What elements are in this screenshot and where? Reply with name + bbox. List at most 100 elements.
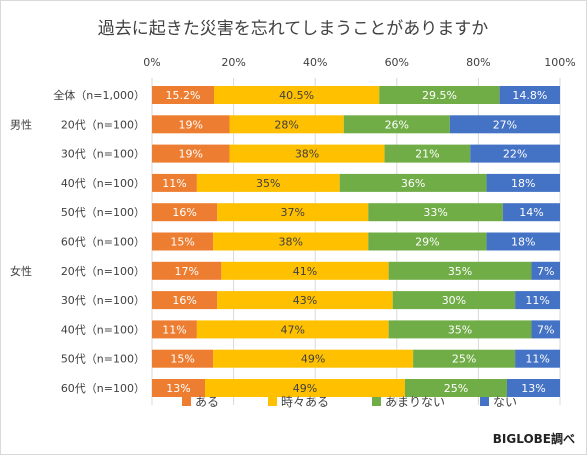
bar-segment (404, 379, 507, 397)
category-label: 50代（n=100） (61, 206, 145, 219)
legend: ある 時々ある あまりない ない (182, 395, 517, 409)
data-label: 27% (493, 118, 517, 131)
x-tick-label: 60% (385, 56, 409, 69)
data-label: 11% (162, 323, 186, 336)
legend-swatch (268, 397, 277, 406)
data-label: 36% (401, 177, 425, 190)
data-label: 35% (256, 177, 280, 190)
bar-segment (229, 115, 344, 134)
category-label: 40代（n=100） (61, 323, 145, 336)
bars: 15.2% 40.5% 29.5% 14.8% 19% 28% 26% 27% 19% 38% 21… (152, 86, 560, 397)
bar-segment (413, 349, 516, 368)
legend-label: あまりない (385, 395, 445, 409)
bar-segment (214, 86, 380, 104)
bar-segment (486, 232, 560, 251)
data-label: 14.8% (512, 89, 547, 102)
data-label: 37% (281, 206, 305, 219)
data-label: 16% (172, 206, 196, 219)
data-label: 11% (525, 353, 549, 366)
bar-segment (499, 86, 560, 104)
data-label: 7% (537, 323, 554, 336)
data-label: 22% (503, 148, 527, 161)
bar-segment (531, 320, 560, 339)
bar-segment (502, 203, 560, 222)
bar-segment (217, 291, 393, 310)
data-label: 25% (452, 353, 476, 366)
category-label: 20代（n=100） (61, 265, 145, 278)
data-label: 38% (278, 236, 302, 249)
legend-label: ある (195, 395, 219, 409)
data-label: 41% (293, 265, 317, 278)
category-label: 60代（n=100） (61, 236, 145, 249)
group-label: 男性 (10, 117, 32, 131)
bar-segment (388, 320, 532, 339)
category-label: 30代（n=100） (61, 294, 145, 307)
x-tick-label: 80% (466, 56, 490, 69)
bar-segment (368, 203, 503, 222)
data-label: 14% (519, 206, 543, 219)
data-label: 15.2% (166, 89, 201, 102)
bar-segment (221, 261, 389, 280)
bar-segment (384, 144, 471, 163)
data-label: 18% (511, 236, 535, 249)
bar-segment (531, 261, 560, 280)
data-label: 38% (295, 148, 319, 161)
bar-segment (515, 349, 560, 368)
data-label: 13% (166, 382, 190, 395)
category-label: 全体（n=1,000） (53, 88, 145, 102)
bar-segment (379, 86, 500, 104)
category-label: 40代（n=100） (61, 177, 145, 190)
bar-segment (152, 291, 218, 310)
data-label: 19% (179, 148, 203, 161)
data-label: 28% (274, 118, 298, 131)
bar-segment (152, 261, 222, 280)
data-label: 49% (301, 353, 325, 366)
category-label: 30代（n=100） (61, 148, 145, 161)
bar-segment (515, 291, 560, 310)
group-label: 女性 (10, 264, 32, 278)
bar-segment (152, 379, 206, 397)
data-label: 26% (385, 118, 409, 131)
bar-segment (152, 86, 215, 104)
chart-title: 過去に起きた災害を忘れてしまうことがありますか (98, 19, 489, 39)
data-label: 30% (442, 294, 466, 307)
data-label: 18% (511, 177, 535, 190)
data-label: 29% (415, 236, 439, 249)
data-label: 35% (448, 323, 472, 336)
bar-segment (152, 173, 197, 192)
data-label: 25% (444, 382, 468, 395)
bar-segment (486, 173, 560, 192)
data-label: 15% (170, 236, 194, 249)
data-label: 11% (525, 294, 549, 307)
data-label: 17% (174, 265, 198, 278)
bar-segment (470, 144, 560, 163)
data-label: 33% (423, 206, 447, 219)
bar-segment (152, 115, 230, 134)
bar-segment (152, 203, 218, 222)
data-label: 16% (172, 294, 196, 307)
category-label: 60代（n=100） (61, 382, 145, 395)
x-tick-label: 40% (303, 56, 327, 69)
bar-segment (449, 115, 560, 134)
data-label: 15% (170, 353, 194, 366)
x-tick-label: 20% (221, 56, 245, 69)
legend-swatch (372, 397, 381, 406)
bar-segment (392, 291, 516, 310)
bar-segment (368, 232, 487, 251)
category-labels: 全体（n=1,000） 20代（n=100） 男性 30代（n=100） 40代（n=1… (10, 88, 145, 395)
data-label: 47% (281, 323, 305, 336)
bar-segment (152, 232, 214, 251)
bar-segment (229, 144, 385, 163)
data-label: 19% (179, 118, 203, 131)
bar-segment (506, 379, 560, 397)
data-label: 35% (448, 265, 472, 278)
data-label: 21% (415, 148, 439, 161)
legend-label: ない (493, 395, 517, 409)
data-label: 11% (162, 177, 186, 190)
bar-segment (339, 173, 487, 192)
x-tick-label: 0% (143, 56, 160, 69)
bar-segment (196, 173, 340, 192)
bar-segment (388, 261, 532, 280)
category-label: 50代（n=100） (61, 353, 145, 366)
